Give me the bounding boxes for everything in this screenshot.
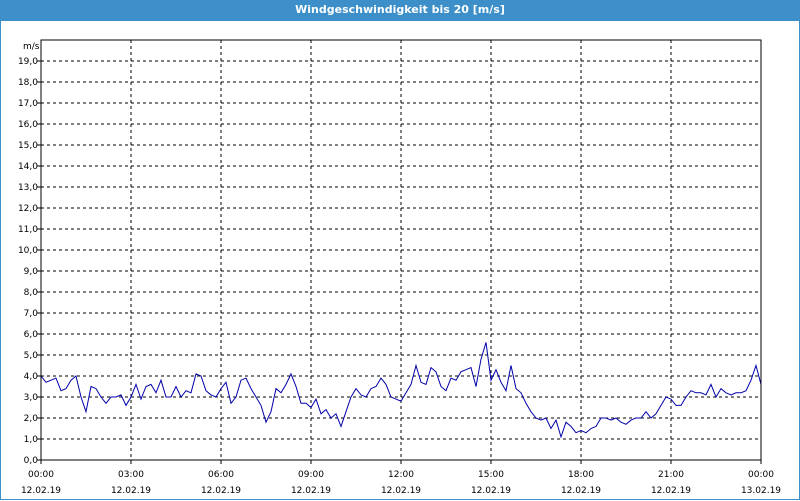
- chart-title: Windgeschwindigkeit bis 20 [m/s]: [1, 1, 799, 21]
- x-tick-time-label: 03:00: [118, 470, 144, 480]
- y-tick-label: 16,0: [18, 120, 38, 130]
- grid: [41, 40, 761, 460]
- x-tick-date-label: 12.02.19: [111, 486, 151, 496]
- y-tick-label: 9,0: [24, 267, 39, 277]
- x-tick-time-label: 21:00: [658, 470, 684, 480]
- y-tick-label: 15,0: [18, 141, 38, 151]
- x-axis-ticks: 00:00 12.02.19 03:00 12.02.19 06:00 12.02.19 0…: [21, 460, 781, 496]
- y-tick-label: 10,0: [18, 246, 38, 256]
- x-tick-time-label: 06:00: [208, 470, 234, 480]
- x-tick-time-label: 15:00: [478, 470, 504, 480]
- x-tick-time-label: 09:00: [298, 470, 324, 480]
- y-tick-label: 18,0: [18, 78, 38, 88]
- x-tick-time-label: 18:00: [568, 470, 594, 480]
- y-tick-label: 14,0: [18, 162, 38, 172]
- y-tick-label: 1,0: [24, 435, 39, 445]
- wind-speed-series-line: [40, 342, 762, 439]
- plot-area-border: [40, 39, 762, 461]
- y-tick-label: 4,0: [24, 372, 39, 382]
- y-axis-ticks: 0,0 1,0 2,0 3,0 4,0 5,0 6,0 7,0 8,0 9,0 10,0 11,0 12…: [18, 57, 41, 466]
- y-axis-unit-label: m/s: [23, 42, 40, 52]
- x-tick-time-label: 00:00: [28, 470, 54, 480]
- x-tick-date-label: 12.02.19: [201, 486, 241, 496]
- x-tick-date-label: 13.02.19: [741, 486, 781, 496]
- x-tick-time-label: 12:00: [388, 470, 414, 480]
- y-tick-label: 2,0: [24, 414, 39, 424]
- y-tick-label: 0,0: [24, 456, 39, 466]
- y-tick-label: 7,0: [24, 309, 39, 319]
- x-tick-date-label: 12.02.19: [561, 486, 601, 496]
- y-tick-label: 5,0: [24, 351, 39, 361]
- x-tick-time-label: 00:00: [748, 470, 774, 480]
- y-tick-label: 13,0: [18, 183, 38, 193]
- y-tick-label: 17,0: [18, 99, 38, 109]
- x-tick-date-label: 12.02.19: [471, 486, 511, 496]
- x-tick-date-label: 12.02.19: [651, 486, 691, 496]
- y-tick-label: 6,0: [24, 330, 39, 340]
- x-tick-date-label: 12.02.19: [291, 486, 331, 496]
- y-tick-label: 12,0: [18, 204, 38, 214]
- y-tick-label: 19,0: [18, 57, 38, 67]
- y-tick-label: 3,0: [24, 393, 39, 403]
- x-tick-date-label: 12.02.19: [381, 486, 421, 496]
- x-tick-date-label: 12.02.19: [21, 486, 61, 496]
- y-tick-label: 8,0: [24, 288, 39, 298]
- y-tick-label: 11,0: [18, 225, 38, 235]
